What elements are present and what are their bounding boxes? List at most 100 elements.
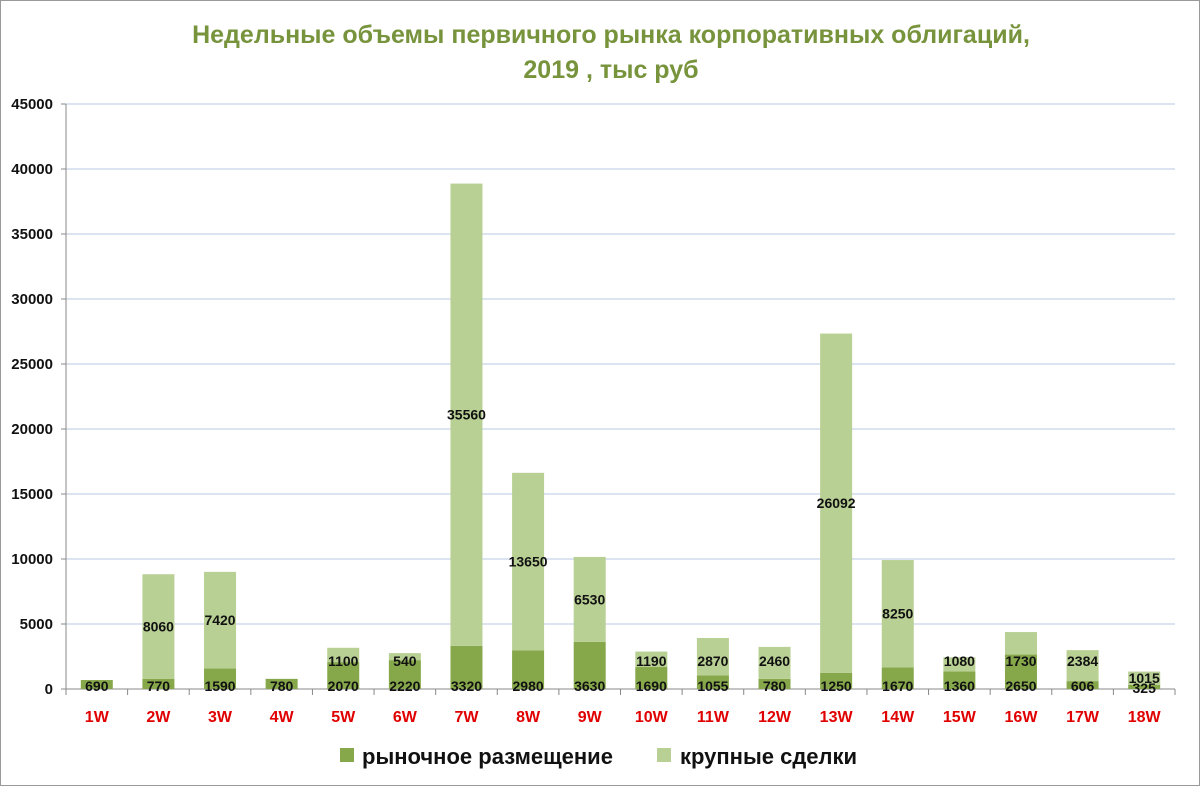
ytick-label-0: 0	[45, 681, 53, 698]
label-market-7W: 3320	[451, 678, 482, 694]
label-large-7W: 35560	[447, 407, 486, 423]
label-large-16W: 1730	[1005, 653, 1036, 669]
bar-large-11W	[696, 637, 729, 676]
label-large-6W: 540	[393, 653, 417, 669]
bar-large-8W	[512, 472, 545, 651]
label-large-15W: 1080	[944, 653, 975, 669]
ytick-label-5000: 5000	[20, 616, 53, 633]
xtick-label-15W: 15W	[943, 709, 977, 726]
ytick-label-30000: 30000	[11, 291, 53, 308]
label-large-13W: 26092	[817, 495, 856, 511]
bar-market-4W	[265, 678, 298, 689]
bars	[80, 183, 1161, 689]
bar-market-1W	[80, 680, 113, 689]
bar-large-13W	[820, 333, 853, 673]
ytick-label-45000: 45000	[11, 96, 53, 113]
bar-market-6W	[388, 660, 421, 689]
xtick-label-13W: 13W	[820, 709, 854, 726]
bar-large-12W	[758, 646, 791, 679]
label-market-18W: 325	[1133, 680, 1157, 696]
label-large-14W: 8250	[882, 606, 913, 622]
ytick-label-40000: 40000	[11, 161, 53, 178]
bar-market-17W	[1066, 681, 1099, 689]
legend-label-market: рыночное размещение	[362, 744, 613, 769]
bar-large-9W	[573, 556, 606, 642]
xtick-label-12W: 12W	[758, 709, 792, 726]
bar-large-3W	[204, 571, 237, 669]
bar-market-11W	[696, 675, 729, 689]
xtick-label-6W: 6W	[393, 709, 418, 726]
xtick-label-2W: 2W	[146, 709, 171, 726]
label-market-10W: 1690	[636, 678, 667, 694]
xtick-label-10W: 10W	[635, 709, 669, 726]
bar-market-18W	[1128, 684, 1161, 689]
bar-market-5W	[327, 662, 360, 689]
bar-large-7W	[450, 183, 483, 646]
xtick-label-11W: 11W	[697, 709, 730, 726]
xtick-label-16W: 16W	[1005, 709, 1039, 726]
bar-market-14W	[881, 667, 914, 689]
y-axis-ticks: 0 5000 10000 15000 20000 25000 30000 35000 40000…	[11, 96, 66, 698]
xtick-label-5W: 5W	[331, 709, 356, 726]
bar-market-15W	[943, 671, 976, 689]
xtick-label-1W: 1W	[85, 709, 110, 726]
label-market-9W: 3630	[574, 678, 605, 694]
legend-swatch-market	[340, 748, 354, 762]
ytick-label-15000: 15000	[11, 486, 53, 503]
bar-large-16W	[1004, 632, 1037, 655]
xtick-label-9W: 9W	[578, 709, 603, 726]
xtick-label-18W: 18W	[1128, 709, 1162, 726]
xtick-label-17W: 17W	[1066, 709, 1100, 726]
xtick-label-7W: 7W	[454, 709, 479, 726]
legend-swatch-large	[657, 748, 671, 762]
label-large-3W: 7420	[204, 612, 235, 628]
bar-market-8W	[512, 650, 545, 689]
label-market-15W: 1360	[944, 678, 975, 694]
xtick-label-8W: 8W	[516, 709, 541, 726]
label-large-5W: 1100	[328, 653, 359, 669]
bar-market-3W	[204, 668, 237, 689]
label-large-12W: 2460	[759, 653, 790, 669]
bar-large-5W	[327, 647, 360, 663]
ytick-label-25000: 25000	[11, 356, 53, 373]
bar-market-12W	[758, 678, 791, 689]
label-market-4W: 780	[270, 678, 294, 694]
ytick-label-10000: 10000	[11, 551, 53, 568]
chart-title-line-1: Недельные объемы первичного рынка корпор…	[192, 21, 1030, 49]
bar-market-13W	[820, 672, 853, 689]
xtick-label-4W: 4W	[270, 709, 295, 726]
label-large-11W: 2870	[697, 653, 728, 669]
bar-large-10W	[635, 651, 668, 668]
bar-large-6W	[388, 653, 421, 661]
chart-title: Недельные объемы первичного рынка корпор…	[192, 21, 1030, 84]
label-market-17W: 606	[1071, 678, 1095, 694]
bar-large-15W	[943, 657, 976, 672]
xtick-label-14W: 14W	[881, 709, 915, 726]
label-market-16W: 2650	[1005, 678, 1036, 694]
bar-large-14W	[881, 560, 914, 668]
bar-market-10W	[635, 667, 668, 689]
label-large-8W: 13650	[509, 554, 548, 570]
label-market-5W: 2070	[328, 678, 359, 694]
label-large-18W: 1015	[1129, 670, 1160, 686]
label-market-2W: 770	[147, 678, 171, 694]
label-market-14W: 1670	[882, 678, 913, 694]
x-axis-ticks: 1W 2W 3W 4W 5W 6W 7W 8W 9W 10W 11W 12W 13W 14W 15W 16W 1…	[65, 689, 1176, 726]
bar-large-18W	[1128, 671, 1161, 685]
data-labels: 690 770 8060 1590 7420 780 2070 1100 2220 540 3320…	[85, 407, 1160, 696]
bar-market-9W	[573, 641, 606, 689]
label-large-9W: 6530	[574, 591, 605, 607]
label-market-12W: 780	[763, 678, 787, 694]
ytick-label-20000: 20000	[11, 421, 53, 438]
xtick-label-3W: 3W	[208, 709, 233, 726]
label-large-17W: 2384	[1067, 653, 1098, 669]
chart-title-line-2: 2019 , тыс руб	[523, 56, 698, 84]
label-market-8W: 2980	[513, 678, 544, 694]
label-market-3W: 1590	[204, 678, 235, 694]
label-market-11W: 1055	[697, 678, 728, 694]
legend-label-large: крупные сделки	[680, 744, 857, 769]
bar-large-17W	[1066, 650, 1099, 682]
label-large-2W: 8060	[143, 619, 174, 635]
label-large-10W: 1190	[636, 653, 667, 669]
